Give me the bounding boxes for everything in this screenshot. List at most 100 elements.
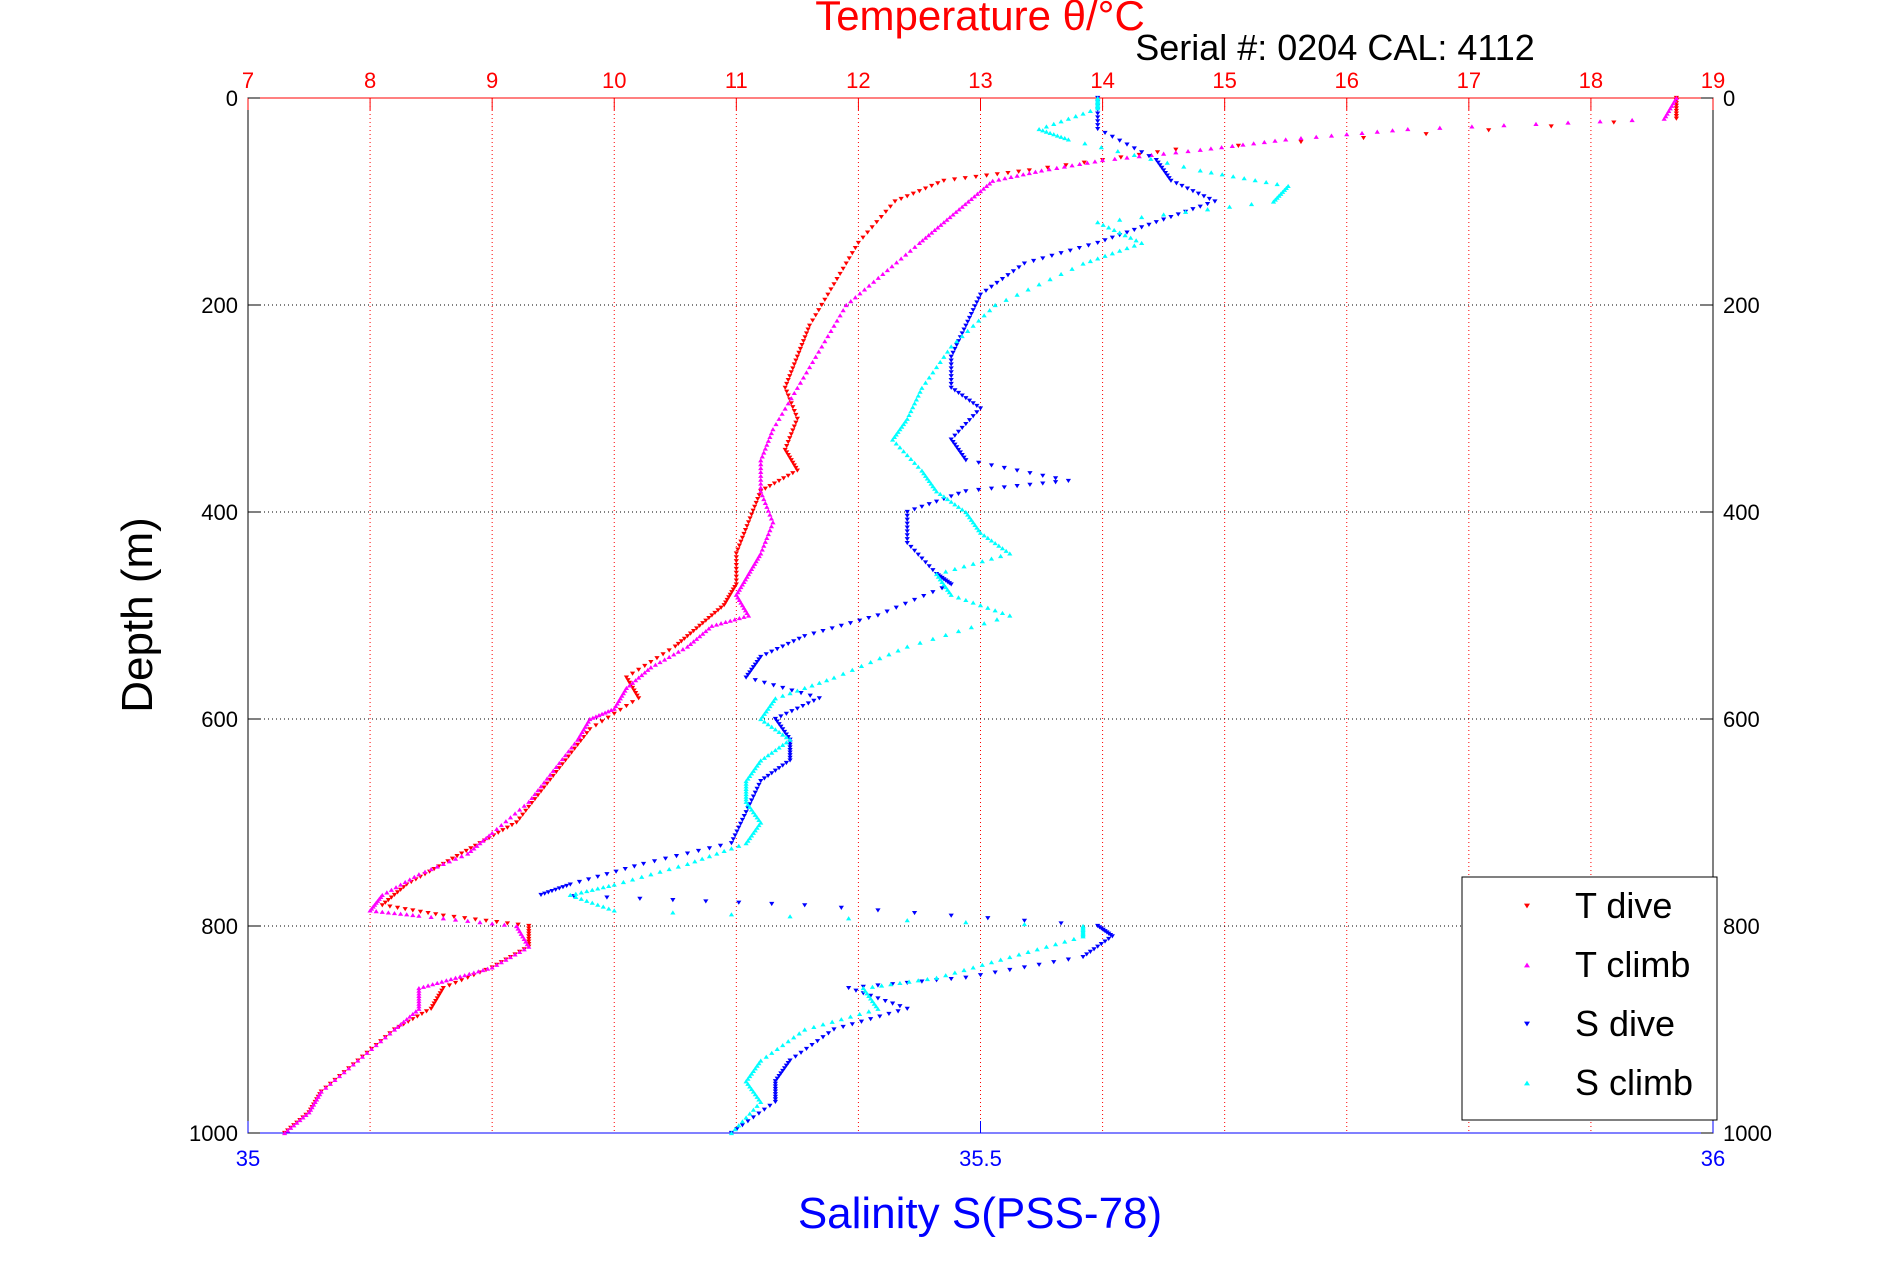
data-point xyxy=(805,701,811,706)
data-point xyxy=(743,786,749,791)
data-point xyxy=(959,204,965,209)
data-point xyxy=(756,1111,762,1116)
data-point xyxy=(939,586,945,591)
data-point xyxy=(866,283,872,288)
data-point xyxy=(761,450,767,455)
data-point xyxy=(379,909,385,914)
data-point xyxy=(1168,214,1174,220)
data-point xyxy=(800,375,807,380)
data-point xyxy=(629,877,636,882)
data-point xyxy=(904,452,910,458)
data-point xyxy=(1052,476,1059,481)
data-point xyxy=(962,176,968,181)
data-point xyxy=(713,622,720,627)
data-point xyxy=(568,745,575,750)
data-point xyxy=(764,442,770,447)
data-point xyxy=(480,838,486,843)
data-point xyxy=(981,313,987,318)
data-point xyxy=(948,370,954,375)
data-point xyxy=(743,799,749,804)
data-point xyxy=(1235,143,1242,148)
data-point xyxy=(889,264,895,269)
data-point xyxy=(748,771,755,776)
data-point xyxy=(745,1081,751,1086)
left-tick-label: 200 xyxy=(201,293,238,318)
data-point xyxy=(526,926,532,931)
data-point xyxy=(1548,124,1554,129)
data-point xyxy=(439,979,445,984)
data-point xyxy=(727,618,733,623)
data-point xyxy=(317,1092,323,1097)
data-point xyxy=(1003,297,1009,302)
data-point xyxy=(941,220,947,225)
data-point xyxy=(459,851,465,856)
data-point xyxy=(585,719,591,724)
data-point xyxy=(963,597,969,603)
data-point xyxy=(1283,137,1289,142)
data-point xyxy=(772,716,778,722)
data-point xyxy=(1486,128,1492,133)
data-point xyxy=(1047,277,1053,282)
data-point xyxy=(765,438,771,443)
data-point xyxy=(754,825,760,830)
data-point xyxy=(1565,120,1571,125)
data-point xyxy=(783,735,789,740)
data-point xyxy=(600,885,606,890)
data-point xyxy=(1328,133,1335,138)
data-point xyxy=(1025,287,1031,292)
data-point xyxy=(831,675,837,680)
top-tick-label: 14 xyxy=(1090,68,1114,93)
top-tick-label: 10 xyxy=(602,68,626,93)
data-point xyxy=(662,657,668,662)
data-point xyxy=(1184,186,1191,191)
data-point xyxy=(998,553,1004,559)
data-point xyxy=(897,427,903,432)
data-point xyxy=(772,1099,778,1105)
data-point xyxy=(825,333,831,339)
data-point xyxy=(752,790,758,795)
data-point xyxy=(738,821,744,826)
data-point xyxy=(880,271,886,277)
data-point xyxy=(955,491,962,496)
data-point xyxy=(739,603,746,608)
data-point xyxy=(866,993,872,998)
data-point xyxy=(535,793,541,798)
data-point xyxy=(747,670,753,675)
data-point xyxy=(911,910,918,916)
data-point xyxy=(992,540,998,546)
data-point xyxy=(987,308,993,313)
data-point xyxy=(966,398,973,403)
data-point xyxy=(1190,207,1196,212)
data-point xyxy=(611,706,617,711)
data-point xyxy=(857,291,863,296)
data-point xyxy=(732,617,738,622)
data-point xyxy=(788,458,794,463)
data-point xyxy=(1008,174,1014,179)
data-point xyxy=(988,538,995,543)
data-point xyxy=(904,194,910,199)
data-point xyxy=(1274,181,1280,187)
data-point xyxy=(767,512,773,517)
data-point xyxy=(811,698,817,703)
data-point xyxy=(1040,128,1046,133)
data-point xyxy=(706,854,713,859)
data-point xyxy=(1285,183,1291,189)
data-point xyxy=(948,374,954,379)
data-point xyxy=(1111,227,1117,233)
data-point xyxy=(750,508,756,513)
data-point xyxy=(952,388,958,393)
data-point xyxy=(586,877,592,882)
data-point xyxy=(911,401,918,406)
data-point xyxy=(625,678,631,683)
data-point xyxy=(948,437,954,442)
data-point xyxy=(783,760,789,766)
data-point xyxy=(694,626,700,631)
data-point xyxy=(787,745,793,750)
data-point xyxy=(840,266,846,271)
data-point xyxy=(1045,165,1051,170)
data-point xyxy=(935,181,941,186)
data-point xyxy=(752,1066,758,1071)
data-point xyxy=(822,297,828,302)
data-point xyxy=(604,872,610,877)
data-point xyxy=(831,323,837,328)
